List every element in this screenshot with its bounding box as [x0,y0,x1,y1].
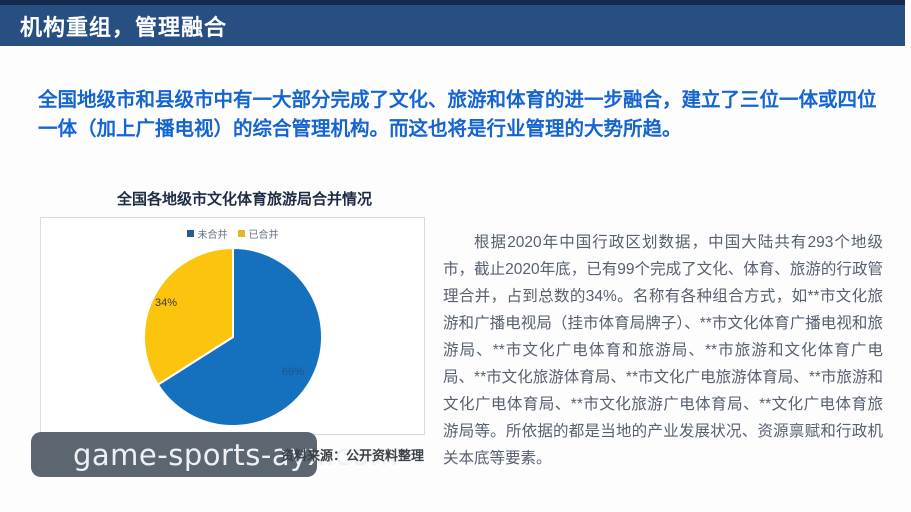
watermark-badge: game-sports-ayx.com [31,432,398,477]
pie-label-unmerged: 66% [282,366,304,378]
source-note: 资料来源：公开资料整理 [280,448,424,463]
intro-paragraph: 全国地级市和县级市中有一大部分完成了文化、旅游和体育的进一步融合，建立了三位一体… [38,89,877,140]
legend-item-unmerged: 未合并 [186,226,228,241]
legend-label: 已合并 [248,230,279,241]
slide-title-bar: 机构重组，管理融合 [0,0,905,46]
slide-title: 机构重组，管理融合 [20,14,228,40]
pie-label-merged: 34% [155,297,177,309]
chart-panel: 未合并 已合并 34% 66% [40,217,425,435]
legend-item-merged: 已合并 [237,226,279,241]
pie-chart: 34% 66% [143,247,324,427]
pie-slice-unmerged [156,247,324,427]
body-paragraph: 根据2020年中国行政区划数据，中国大陆共有293个地级市，截止2020年底，已… [443,234,883,467]
legend-swatch-blue-icon [186,230,194,237]
watermark-text: game-sports-ayx.com [73,437,399,472]
pie-slice-merged [143,247,234,386]
chart-legend: 未合并 已合并 [41,226,424,241]
legend-label: 未合并 [197,230,228,241]
chart-title: 全国各地级市文化体育旅游局合并情况 [117,191,373,208]
legend-swatch-yellow-icon [237,230,245,237]
